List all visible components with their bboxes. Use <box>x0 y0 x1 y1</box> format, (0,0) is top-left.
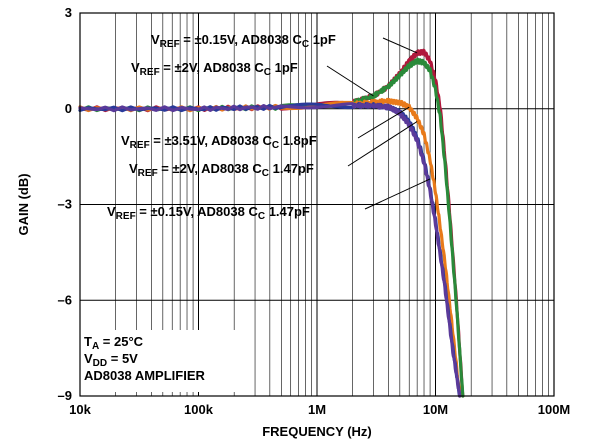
x-axis-label: FREQUENCY (Hz) <box>262 424 372 439</box>
plot-frame <box>79 12 555 397</box>
condition-line: TA = 25°C <box>84 334 144 352</box>
condition-line: AD8038 AMPLIFIER <box>84 368 205 383</box>
annotation-leader <box>364 178 431 210</box>
series-line <box>78 102 462 398</box>
annotation-leader <box>347 121 418 167</box>
x-tick-label: 100k <box>184 402 214 417</box>
curve-annotation: VREF = ±2V, AD8038 CC 1pF <box>131 60 298 78</box>
x-tick-label: 10M <box>423 402 448 417</box>
curve-annotation: VREF = ±0.15V, AD8038 CC 1pF <box>151 32 336 50</box>
curve-annotations: VREF = ±0.15V, AD8038 CC 1pF VREF = ±2V, … <box>107 32 431 222</box>
x-tick-labels: 10k 100k 1M 10M 100M <box>69 402 570 417</box>
y-tick-label: 3 <box>65 5 72 20</box>
curve-annotation: VREF = ±3.51V, AD8038 CC 1.8pF <box>121 133 317 151</box>
y-tick-label: –3 <box>58 197 72 212</box>
series-layer <box>78 48 465 398</box>
x-tick-label: 1M <box>308 402 326 417</box>
x-tick-label: 10k <box>69 402 91 417</box>
annotation-leader <box>357 106 410 139</box>
y-axis-label: GAIN (dB) <box>16 173 31 235</box>
conditions-background <box>82 330 236 392</box>
y-tick-label: 0 <box>65 101 72 116</box>
curve-annotation: VREF = ±0.15V, AD8038 CC 1.47pF <box>107 204 310 222</box>
x-tick-label: 100M <box>538 402 571 417</box>
curve-annotation: VREF = ±2V, AD8038 CC 1.47pF <box>129 161 314 179</box>
annotation-leader <box>326 65 374 97</box>
y-tick-label: –9 <box>58 388 72 403</box>
annotation-leader <box>382 37 418 54</box>
y-tick-label: –6 <box>58 292 72 307</box>
condition-line: VDD = 5V <box>84 351 138 369</box>
y-tick-labels: 3 0 –3 –6 –9 <box>58 5 72 403</box>
